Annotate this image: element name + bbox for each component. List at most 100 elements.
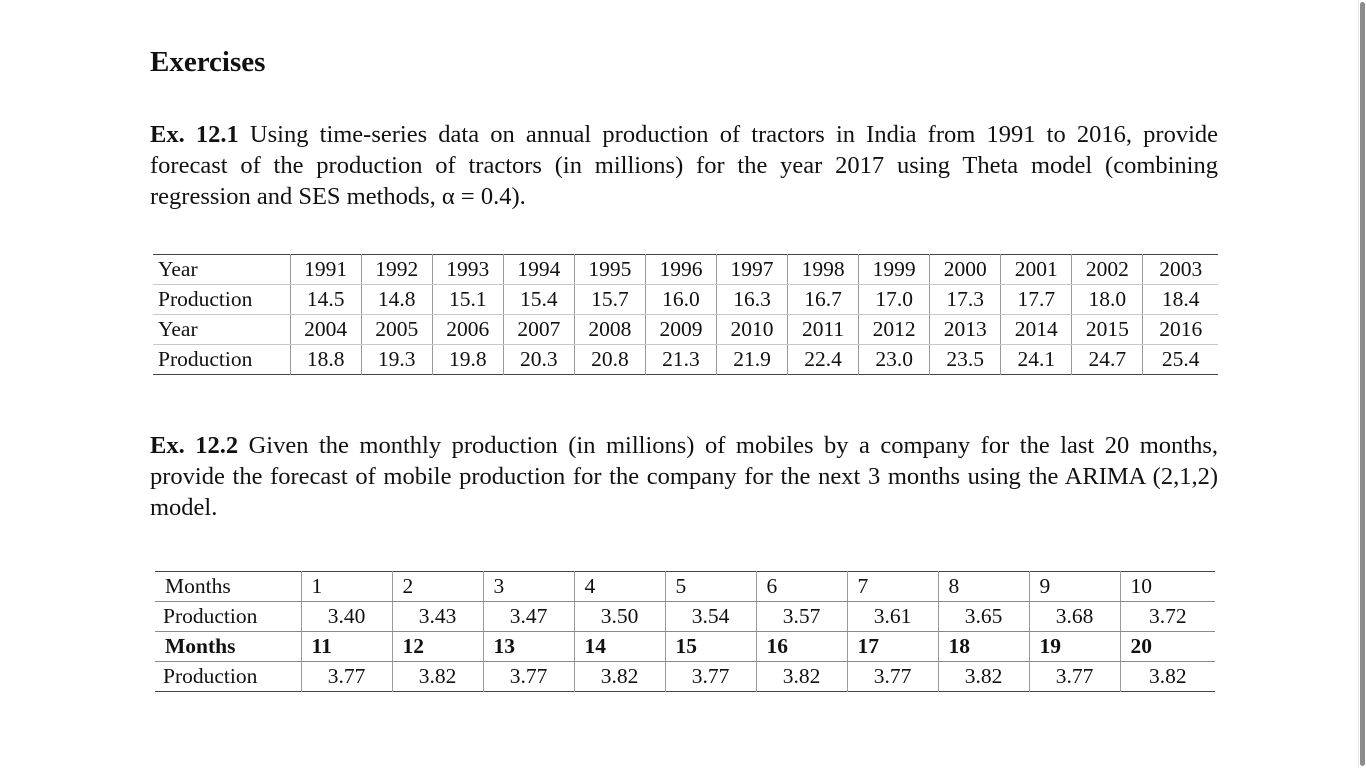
- table-cell: 3.68: [1028, 601, 1120, 632]
- table-cell: 3.77: [1028, 661, 1120, 692]
- table-cell: 10: [1119, 571, 1215, 602]
- table-cell: 3.82: [755, 661, 847, 692]
- table-cell: 2011: [787, 314, 859, 345]
- exercise-12-2-body: Given the monthly production (in million…: [150, 432, 1219, 521]
- table-cell: 3.82: [1119, 661, 1215, 692]
- table-cell: 17.3: [929, 284, 1001, 315]
- table-cell: 3: [482, 571, 574, 602]
- row-header-cell: Months: [155, 571, 301, 602]
- table-row: Production 18.8 19.3 19.8 20.3 20.8 21.3 21.9 22…: [153, 344, 1218, 375]
- table-cell: 1995: [573, 254, 646, 285]
- table-cell: 2006: [431, 314, 504, 345]
- table-cell: 1999: [858, 254, 930, 285]
- table-cell: 15.1: [431, 284, 504, 315]
- table-cell: 17.0: [858, 284, 930, 315]
- table-cell: 20: [1119, 631, 1215, 662]
- table-cell: 3.54: [664, 601, 756, 632]
- table-cell: 2010: [715, 314, 788, 345]
- table-cell: 15.4: [502, 284, 575, 315]
- table-cell: 3.40: [300, 601, 392, 632]
- table-cell: 20.3: [502, 344, 575, 375]
- table-cell: 3.77: [482, 661, 574, 692]
- table-cell: 16.3: [715, 284, 788, 315]
- table-cell: 18.4: [1142, 284, 1218, 315]
- table-cell: 2016: [1142, 314, 1218, 345]
- table-cell: 17.7: [1000, 284, 1072, 315]
- exercise-12-1-body: Using time-series data on annual product…: [150, 121, 1218, 210]
- table-cell: 2014: [1000, 314, 1072, 345]
- table-cell: 19.8: [431, 344, 504, 375]
- table-cell: 25.4: [1142, 344, 1218, 375]
- table-cell: 18.8: [289, 344, 362, 375]
- mobile-production-table: Months 1 2 3 4 5 6 7 8 9 10 Production 3.40 3.43 3.47 3…: [155, 571, 1215, 692]
- table-row: Year 1991 1992 1993 1994 1995 1996 1997 1998 1999…: [153, 254, 1218, 285]
- table-cell: 3.72: [1119, 601, 1215, 632]
- table-cell: 24.7: [1071, 344, 1143, 375]
- table-cell: 19: [1028, 631, 1120, 662]
- row-header-cell: Production: [158, 347, 253, 371]
- table-cell: 3.77: [846, 661, 938, 692]
- table-cell: 1998: [787, 254, 859, 285]
- table-cell: 13: [482, 631, 574, 662]
- table-cell: 1991: [289, 254, 362, 285]
- table-cell: 4: [573, 571, 665, 602]
- table-cell: 8: [937, 571, 1029, 602]
- table-cell: 17: [846, 631, 938, 662]
- row-header-cell: Production: [163, 664, 258, 688]
- table-cell: 5: [664, 571, 756, 602]
- table-cell: 24.1: [1000, 344, 1072, 375]
- table-cell: 2001: [1000, 254, 1072, 285]
- table-cell: 19.3: [360, 344, 433, 375]
- table-cell: 22.4: [787, 344, 859, 375]
- table-cell: 3.65: [937, 601, 1029, 632]
- table-cell: 1994: [502, 254, 575, 285]
- table-cell: 2012: [858, 314, 930, 345]
- table-cell: 18: [937, 631, 1029, 662]
- table-row: Months 1 2 3 4 5 6 7 8 9 10: [155, 571, 1215, 602]
- table-row: Production 3.77 3.82 3.77 3.82 3.77 3.82 3.77 3.…: [155, 661, 1215, 692]
- table-cell: 2000: [929, 254, 1001, 285]
- table-cell: 21.9: [715, 344, 788, 375]
- table-cell: 1: [300, 571, 392, 602]
- table-cell: 9: [1028, 571, 1120, 602]
- table-row: Months 11 12 13 14 15 16 17 18 19 20: [155, 631, 1215, 662]
- exercise-12-1-label: Ex. 12.1: [150, 121, 239, 148]
- table-cell: 3.77: [664, 661, 756, 692]
- tractor-production-table: Year 1991 1992 1993 1994 1995 1996 1997 1998 1999…: [153, 254, 1218, 375]
- exercise-12-1-text: Ex. 12.1 Using time-series data on annua…: [150, 120, 1218, 212]
- table-cell: 3.77: [300, 661, 392, 692]
- table-cell: 1997: [715, 254, 788, 285]
- table-cell: 2: [391, 571, 483, 602]
- table-cell: 16.7: [787, 284, 859, 315]
- table-cell: 16.0: [644, 284, 717, 315]
- table-cell: 21.3: [644, 344, 717, 375]
- exercise-12-2-text: Ex. 12.2 Given the monthly production (i…: [150, 431, 1218, 523]
- table-cell: 15.7: [573, 284, 646, 315]
- table-cell: 2003: [1142, 254, 1218, 285]
- table-row: Production 14.5 14.8 15.1 15.4 15.7 16.0 16.3 16…: [153, 284, 1218, 315]
- table-row: Production 3.40 3.43 3.47 3.50 3.54 3.57 3.61 3.…: [155, 601, 1215, 632]
- row-header-cell: Year: [153, 314, 291, 345]
- table-cell: 11: [300, 631, 392, 662]
- table-cell: 14.5: [289, 284, 362, 315]
- row-header-cell: Production: [155, 601, 301, 632]
- table-cell: 23.0: [858, 344, 930, 375]
- scrollbar-thumb[interactable]: [1360, 2, 1365, 766]
- table-cell: 2002: [1071, 254, 1143, 285]
- exercise-12-2-label: Ex. 12.2: [150, 432, 239, 459]
- table-cell: 3.61: [846, 601, 938, 632]
- table-cell: 2007: [502, 314, 575, 345]
- row-header-cell: Production: [153, 284, 291, 315]
- table-cell: 14: [573, 631, 665, 662]
- table-cell: 1992: [360, 254, 433, 285]
- table-cell: 1996: [644, 254, 717, 285]
- table-cell: 3.82: [573, 661, 665, 692]
- table-cell: 2008: [573, 314, 646, 345]
- table-row: Year 2004 2005 2006 2007 2008 2009 2010 2011 2012…: [153, 314, 1218, 345]
- table-cell: 23.5: [929, 344, 1001, 375]
- table-cell: 6: [755, 571, 847, 602]
- table-cell: 1993: [431, 254, 504, 285]
- table-cell: 7: [846, 571, 938, 602]
- table-cell: 18.0: [1071, 284, 1143, 315]
- vertical-scrollbar[interactable]: [1358, 0, 1366, 768]
